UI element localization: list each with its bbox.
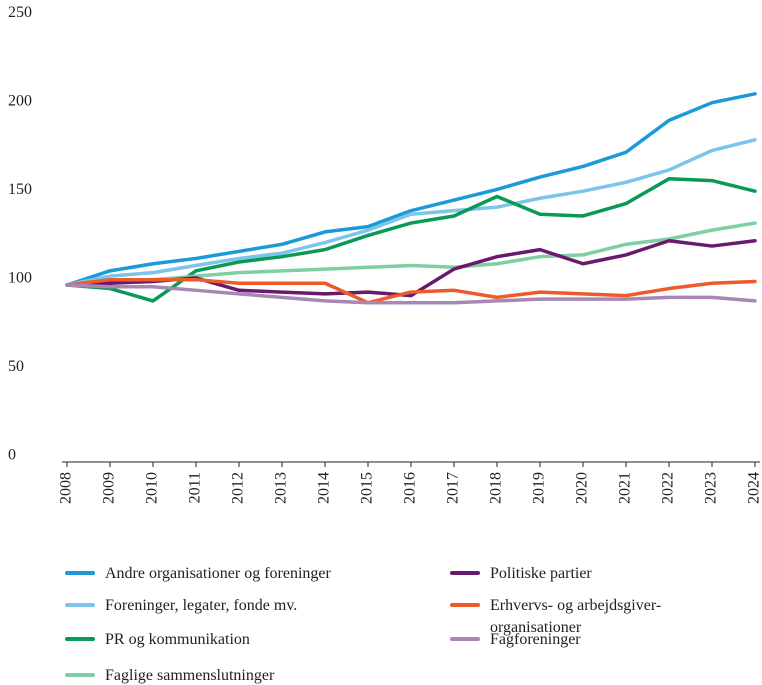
x-tick-label: 2023 [703, 472, 720, 504]
legend-swatch [65, 637, 95, 641]
legend-label: Foreninger, legater, fonde mv. [105, 597, 298, 614]
x-tick-label: 2009 [101, 472, 118, 504]
x-tick-label: 2020 [574, 472, 591, 504]
legend-swatch [450, 637, 480, 641]
legend-swatch [65, 571, 95, 575]
legend-item: Politiske partier [450, 563, 725, 585]
legend-swatch [65, 603, 95, 607]
legend-label: Andre organisationer og foreninger [105, 565, 331, 582]
x-tick-label: 2016 [402, 472, 419, 504]
y-tick-label: 150 [8, 181, 32, 198]
series-line [65, 92, 757, 287]
legend-label: Politiske partier [490, 565, 592, 582]
x-tick-label: 2017 [445, 472, 462, 504]
x-tick-label: 2018 [488, 472, 505, 504]
x-tick-label: 2015 [359, 472, 376, 504]
y-tick-label: 50 [8, 358, 24, 375]
legend-item: Fagforeninger [450, 629, 725, 651]
legend-swatch [450, 603, 480, 607]
plot: 0 50 100 150 200 250 2008 2009 2010 2011 2012 2013 2… [8, 4, 762, 504]
x-tick-label: 2019 [531, 472, 548, 504]
series-line [65, 221, 757, 287]
legend-item: PR og kommunikation [65, 629, 345, 651]
x-tick-label: 2022 [660, 472, 677, 504]
legend-label: Faglige sammenslutninger [105, 667, 275, 684]
y-tick-label: 0 [8, 447, 16, 464]
x-tick-label: 2021 [617, 472, 634, 504]
legend-item: Andre organisationer og foreninger [65, 563, 345, 585]
x-tick-label: 2011 [187, 472, 204, 503]
legend-swatch [450, 571, 480, 575]
legend-label: PR og kommunikation [105, 631, 250, 648]
series-line [65, 277, 757, 305]
series-line [65, 138, 757, 287]
x-tick-label: 2024 [746, 472, 762, 504]
legend-swatch [65, 673, 95, 677]
x-tick-label: 2012 [230, 472, 247, 504]
legend-item: Erhvervs- og arbejdsgiver-organisationer [450, 595, 725, 639]
legend-label: Fagforeninger [490, 631, 581, 648]
legend-label: Erhvervs- og arbejdsgiver-organisationer [490, 597, 662, 636]
x-tick-label: 2014 [316, 472, 333, 504]
legend-item: Foreninger, legater, fonde mv. [65, 595, 345, 617]
y-tick-label: 100 [8, 270, 32, 287]
series-line [65, 283, 757, 305]
y-tick-label: 250 [8, 4, 32, 21]
y-tick-label: 200 [8, 93, 32, 110]
x-tick-label: 2010 [144, 472, 161, 504]
x-tick-label: 2008 [58, 472, 75, 504]
legend-item: Faglige sammenslutninger [65, 665, 345, 685]
x-tick-label: 2013 [273, 472, 290, 504]
